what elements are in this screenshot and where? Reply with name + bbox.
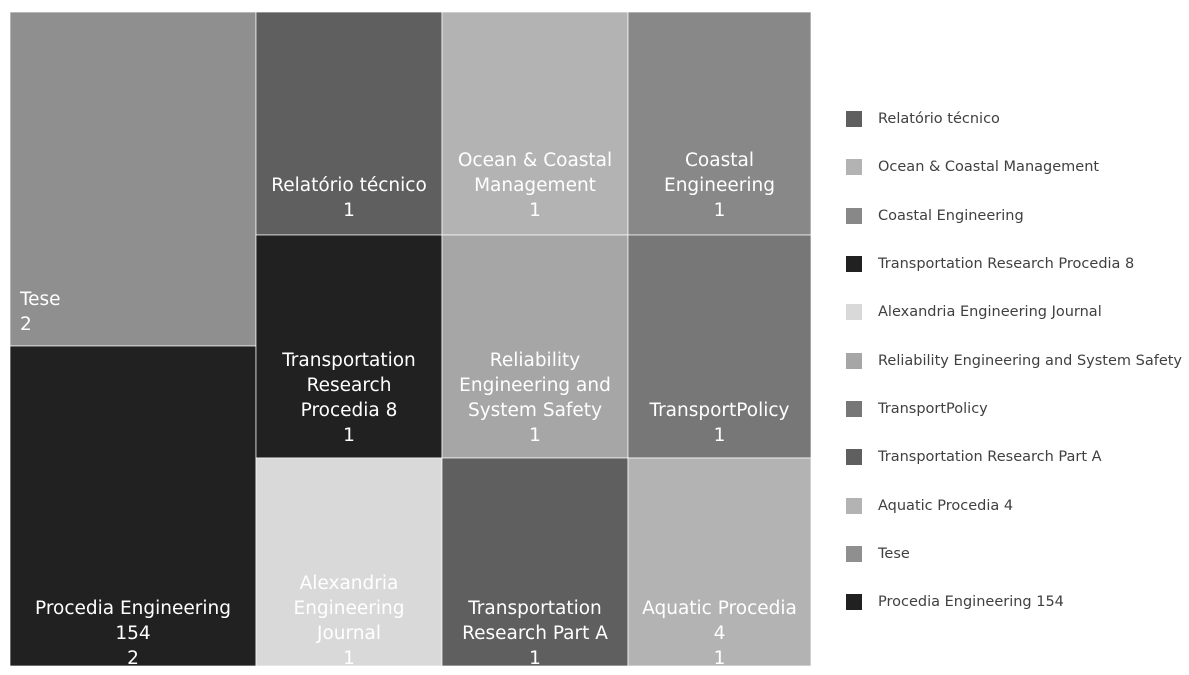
tile-value: 1 bbox=[529, 648, 541, 669]
tile-label: Ocean & Coastal bbox=[458, 150, 612, 171]
tile-label: 154 bbox=[115, 623, 150, 644]
legend-item-transportation-research-part-a: Transportation Research Part A bbox=[846, 433, 1182, 481]
legend-swatch bbox=[846, 594, 862, 611]
tile-label: Coastal bbox=[685, 150, 754, 171]
legend-item-transportpolicy: TransportPolicy bbox=[846, 385, 1182, 433]
tile-label: Research Part A bbox=[462, 623, 608, 644]
legend-label: TransportPolicy bbox=[878, 400, 988, 417]
tile-value: 1 bbox=[714, 425, 726, 446]
legend-label: Transportation Research Part A bbox=[878, 449, 1102, 466]
tile-label: Procedia 8 bbox=[301, 400, 398, 421]
tile-transportation-research-procedia-8: Transportation Research Procedia 8 1 bbox=[255, 234, 443, 459]
tile-value: 2 bbox=[127, 648, 139, 669]
tile-alexandria-engineering-journal: Alexandria Engineering Journal 1 bbox=[255, 457, 443, 669]
legend-label: Tese bbox=[878, 545, 910, 562]
tile-rect bbox=[627, 457, 812, 667]
tile-value: 2 bbox=[20, 314, 32, 335]
legend-label: Reliability Engineering and System Safet… bbox=[878, 352, 1183, 369]
legend-swatch bbox=[846, 256, 862, 273]
tile-ocean-coastal-management: Ocean & Coastal Management 1 bbox=[441, 11, 629, 236]
legend-item-alexandria-engineering-journal: Alexandria Engineering Journal bbox=[846, 288, 1182, 336]
legend-item-ocean-coastal-management: Ocean & Coastal Management bbox=[846, 143, 1182, 191]
tile-value: 1 bbox=[714, 648, 726, 669]
tile-transportpolicy: TransportPolicy 1 bbox=[627, 234, 812, 459]
tile-procedia-engineering-154: Procedia Engineering 154 2 bbox=[9, 345, 257, 669]
legend-swatch bbox=[846, 352, 862, 369]
tile-label: Engineering bbox=[664, 175, 775, 196]
tile-label: Alexandria bbox=[300, 573, 399, 594]
tile-label: Transportation bbox=[281, 350, 416, 371]
legend-item-tese: Tese bbox=[846, 530, 1182, 578]
tile-rect bbox=[627, 11, 812, 236]
tile-rect bbox=[9, 11, 257, 347]
tile-label: 4 bbox=[714, 623, 726, 644]
tile-rect bbox=[441, 11, 629, 236]
tile-rect bbox=[9, 345, 257, 667]
chart-legend: Relatório técnico Ocean & Coastal Managem… bbox=[846, 95, 1182, 626]
tile-aquatic-procedia-4: Aquatic Procedia 4 1 bbox=[627, 457, 812, 669]
tile-value: 1 bbox=[343, 648, 355, 669]
tile-label: Transportation bbox=[467, 598, 602, 619]
tile-label: Research bbox=[307, 375, 392, 396]
tile-relat-rio-t-cnico: Relatório técnico 1 bbox=[255, 11, 443, 236]
legend-label: Aquatic Procedia 4 bbox=[878, 497, 1014, 514]
tile-label: Reliability bbox=[490, 350, 580, 371]
tile-label: Engineering and bbox=[459, 375, 611, 396]
tile-label: Engineering bbox=[294, 598, 405, 619]
legend-label: Alexandria Engineering Journal bbox=[878, 304, 1102, 321]
legend-swatch bbox=[846, 159, 862, 176]
legend-swatch bbox=[846, 545, 862, 562]
legend-item-procedia-engineering-154: Procedia Engineering 154 bbox=[846, 578, 1182, 626]
legend-item-transportation-research-procedia-8: Transportation Research Procedia 8 bbox=[846, 240, 1182, 288]
tile-rect bbox=[441, 457, 629, 667]
legend-swatch bbox=[846, 111, 862, 128]
legend-swatch bbox=[846, 207, 862, 224]
tile-coastal-engineering: Coastal Engineering 1 bbox=[627, 11, 812, 236]
tile-transportation-research-part-a: Transportation Research Part A 1 bbox=[441, 457, 629, 669]
legend-label: Transportation Research Procedia 8 bbox=[878, 256, 1135, 273]
legend-swatch bbox=[846, 400, 862, 417]
tile-value: 1 bbox=[529, 200, 541, 221]
tile-tese: Tese 2 bbox=[9, 11, 257, 347]
tile-rect bbox=[255, 11, 443, 236]
legend-label: Relatório técnico bbox=[878, 111, 1000, 128]
tile-rect bbox=[255, 457, 443, 667]
legend-swatch bbox=[846, 449, 862, 466]
legend-label: Coastal Engineering bbox=[878, 207, 1024, 224]
tile-label: Procedia Engineering bbox=[35, 598, 231, 619]
tile-label: TransportPolicy bbox=[648, 400, 789, 421]
tile-value: 1 bbox=[343, 200, 355, 221]
legend-swatch bbox=[846, 497, 862, 514]
legend-item-aquatic-procedia-4: Aquatic Procedia 4 bbox=[846, 481, 1182, 529]
tile-label: Aquatic Procedia bbox=[642, 598, 797, 619]
legend-label: Procedia Engineering 154 bbox=[878, 594, 1064, 611]
legend-item-reliability-engineering-and-system-safety: Reliability Engineering and System Safet… bbox=[846, 336, 1182, 384]
legend-item-coastal-engineering: Coastal Engineering bbox=[846, 192, 1182, 240]
legend-item-relat-rio-t-cnico: Relatório técnico bbox=[846, 95, 1182, 143]
tile-label: Relatório técnico bbox=[271, 175, 427, 196]
legend-label: Ocean & Coastal Management bbox=[878, 159, 1100, 176]
tile-value: 1 bbox=[714, 200, 726, 221]
tile-value: 1 bbox=[343, 425, 355, 446]
legend-swatch bbox=[846, 304, 862, 321]
tile-reliability-engineering-and-system-safety: Reliability Engineering and System Safety 1 bbox=[441, 234, 629, 459]
tile-label: System Safety bbox=[468, 400, 602, 421]
tile-label: Journal bbox=[316, 623, 381, 644]
tile-rect bbox=[255, 234, 443, 459]
tile-value: 1 bbox=[529, 425, 541, 446]
tile-label: Tese bbox=[19, 289, 61, 310]
tile-label: Management bbox=[474, 175, 596, 196]
